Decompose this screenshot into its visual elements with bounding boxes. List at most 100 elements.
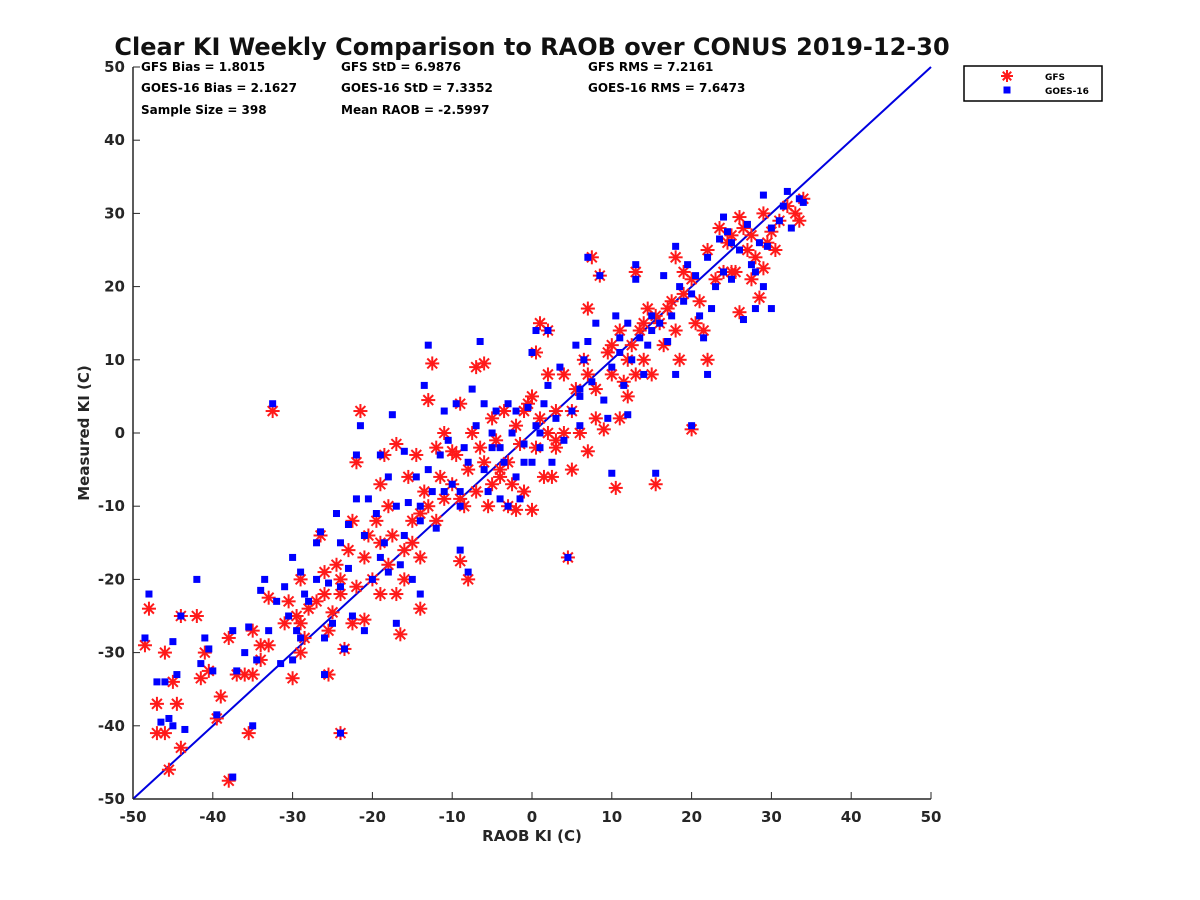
gfs-point [672,352,687,367]
gfs-point [413,550,428,565]
y-tick-label: 20 [104,278,125,296]
goes16-point [265,627,273,635]
goes16-point [472,422,480,430]
goes16-point [512,473,520,481]
goes16-point [241,649,249,657]
goes16-point [504,502,512,510]
goes16-point [293,627,301,635]
goes16-point [440,488,448,496]
gfs-point [373,477,388,492]
gfs-point [544,469,559,484]
gfs-point [193,671,208,686]
goes16-point [177,612,185,620]
gfs-point [353,404,368,419]
goes16-point [540,400,548,408]
gfs-point [580,367,595,382]
gfs-point [449,447,464,462]
stat-goes-bias: GOES-16 Bias = 2.1627 [141,81,297,95]
goes16-point [245,623,253,631]
goes16-point [424,341,432,349]
goes16-point [193,575,201,583]
goes16-point [660,272,668,280]
goes16-point [352,495,360,503]
goes16-point [504,400,512,408]
goes16-point [767,305,775,313]
gfs-point [477,356,492,371]
goes16-point [524,403,532,411]
gfs-point [329,557,344,572]
goes16-point [396,561,404,569]
goes16-point [648,312,656,320]
goes16-point [592,319,600,327]
gfs-point [157,726,172,741]
y-axis-ticks: 50 40 30 20 10 0 -10 -20 -30 -40 -50 [98,58,140,808]
gfs-point [389,436,404,451]
gfs-point [509,418,524,433]
gfs-point [461,572,476,587]
gfs-point [744,272,759,287]
gfs-point [636,352,651,367]
stats-block: GFS Bias = 1.8015 GFS StD = 6.9876 GFS R… [141,60,745,117]
legend-goes-marker [1003,86,1011,94]
gfs-point [620,389,635,404]
gfs-point [752,290,767,305]
goes16-point [197,660,205,668]
gfs-point [465,426,480,440]
goes16-point [704,253,712,261]
goes16-point [496,495,504,503]
gfs-point [580,444,595,459]
goes16-point [624,319,632,327]
gfs-point [429,440,444,455]
goes16-point [552,414,560,422]
gfs-point [540,367,555,382]
gfs-point [241,726,256,741]
gfs-point [485,411,500,426]
goes16-point [352,451,360,459]
goes16-point [759,191,767,199]
goes16-point [716,235,724,243]
goes16-point [696,312,704,320]
x-tick-label: 10 [601,808,622,826]
gfs-point [137,638,152,653]
gfs-point [481,499,496,514]
goes16-point [384,473,392,481]
goes16-point [759,283,767,291]
goes16-point [404,499,412,507]
goes16-point [201,634,209,642]
chart-title: Clear KI Weekly Comparison to RAOB over … [114,33,949,61]
goes16-point [261,575,269,583]
gfs-point [564,462,579,477]
goes16-point [336,583,344,591]
goes16-point [233,667,241,675]
gfs-point [505,477,520,492]
gfs-point [221,630,236,645]
x-tick-label: -40 [199,808,226,826]
goes16-point [572,341,580,349]
goes16-point [464,458,472,466]
gfs-point [405,535,420,550]
goes16-point [336,729,344,737]
gfs-point [409,447,424,462]
stat-mean-raob: Mean RAOB = -2.5997 [341,103,489,117]
legend-goes-label: GOES-16 [1045,87,1089,97]
x-tick-label: 20 [681,808,702,826]
gfs-point [792,213,807,228]
gfs-point [421,393,436,408]
goes16-point [560,436,568,444]
gfs-point [425,356,440,371]
goes16-point [688,290,696,298]
goes16-point [616,334,624,342]
gfs-point [688,316,703,331]
goes16-point [735,246,743,254]
goes16-point [576,385,584,393]
gfs-point [525,389,539,404]
goes16-point [767,224,775,232]
goes16-point [528,458,536,466]
y-tick-label: 10 [104,351,125,369]
gfs-point [588,382,603,397]
goes16-point [229,773,237,781]
goes16-point [169,722,177,730]
goes16-point [460,444,468,452]
gfs-point [668,250,683,265]
goes16-point [165,714,173,722]
